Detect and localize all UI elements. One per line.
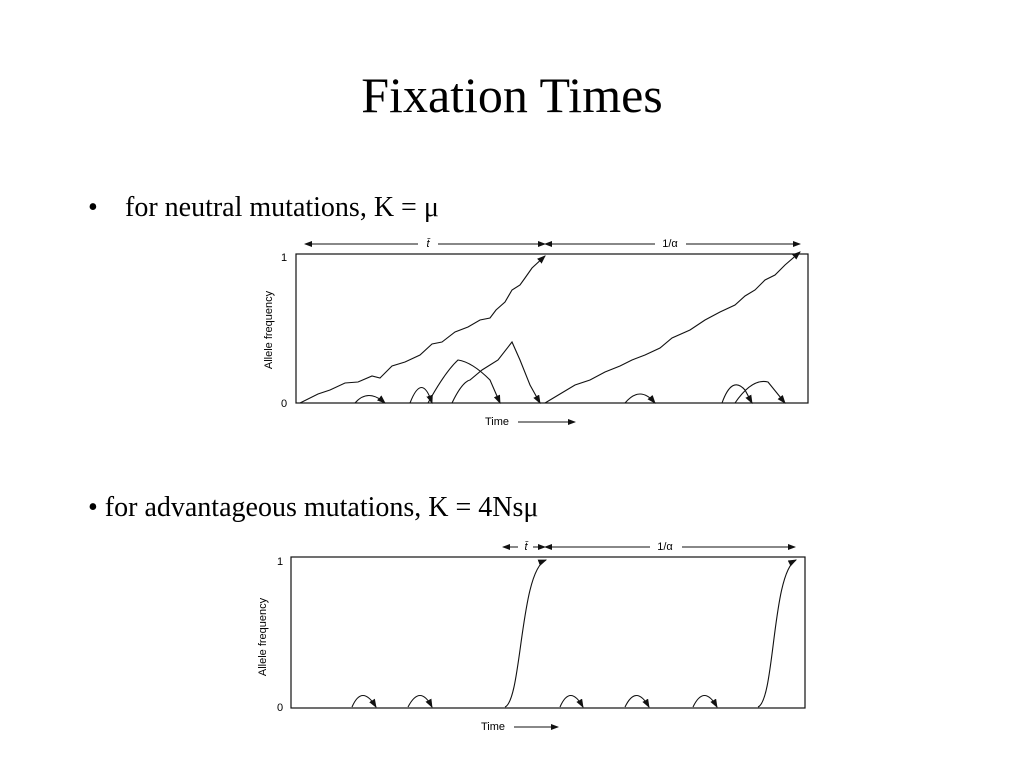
curve [504, 559, 548, 708]
y-axis-label: Allele frequency [263, 290, 275, 369]
curve [354, 394, 386, 404]
y-top: 1 [281, 252, 287, 264]
curve [351, 694, 377, 708]
x-axis-label: Time [481, 721, 505, 733]
plot-frame [295, 253, 809, 404]
curve [757, 559, 797, 708]
curve [734, 380, 786, 404]
bullet-mark: • [88, 192, 98, 223]
span-label: 1/α [662, 238, 678, 250]
curve [624, 694, 650, 708]
curve [544, 251, 801, 404]
curve [407, 694, 433, 708]
figure-neutral: t̄ 1/α 1 0 Allele frequency Time [263, 238, 809, 428]
curve [451, 340, 541, 404]
slide-title: Fixation Times [361, 67, 663, 123]
curve [299, 255, 546, 404]
span-label: 1/α [657, 541, 673, 553]
curve [624, 393, 656, 404]
bullet-text: • for advantageous mutations, K = 4Nsμ [88, 492, 538, 523]
y-axis-label: Allele frequency [257, 597, 269, 676]
curve [427, 359, 501, 405]
bullet-text: for neutral mutations, K = μ [125, 192, 439, 223]
figure-advantageous: t̄ 1/α 1 0 Allele frequency Time [257, 541, 806, 733]
plot-frame [290, 556, 806, 709]
span-label: t̄ [426, 238, 430, 250]
y-bottom: 0 [281, 398, 287, 410]
curve [692, 694, 718, 708]
y-bottom: 0 [277, 702, 283, 714]
curve [559, 694, 584, 708]
y-top: 1 [277, 556, 283, 568]
x-axis-label: Time [485, 416, 509, 428]
span-label: t̄ [524, 541, 528, 553]
